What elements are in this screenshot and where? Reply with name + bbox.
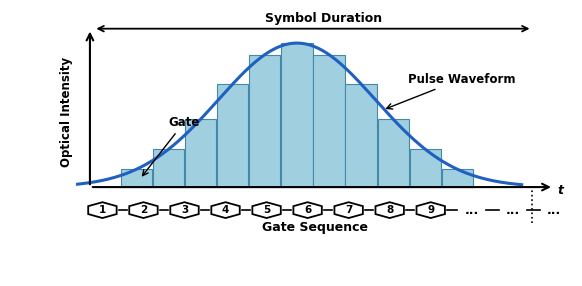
Text: ...: ... [546,204,561,217]
Text: 1: 1 [99,205,106,215]
Bar [442,169,473,187]
Bar [217,84,249,187]
Bar [313,55,345,187]
Polygon shape [253,202,281,218]
Polygon shape [335,202,363,218]
Bar [120,169,152,187]
Text: ...: ... [464,204,479,217]
Polygon shape [88,202,116,218]
Text: 4: 4 [222,205,229,215]
Text: Optical Intensity: Optical Intensity [61,57,73,167]
Polygon shape [211,202,240,218]
Text: Gate: Gate [143,116,200,176]
Text: 6: 6 [304,205,311,215]
Text: Symbol Duration: Symbol Duration [265,12,382,25]
Polygon shape [293,202,322,218]
Polygon shape [171,202,198,218]
Text: 2: 2 [140,205,147,215]
Bar [152,149,184,187]
Text: 7: 7 [345,205,352,215]
Bar [346,84,377,187]
Bar [378,119,409,187]
Polygon shape [417,202,445,218]
Text: 5: 5 [263,205,270,215]
Text: Pulse Waveform: Pulse Waveform [386,73,515,109]
Polygon shape [375,202,404,218]
Bar [410,149,441,187]
Text: 8: 8 [386,205,393,215]
Text: ...: ... [506,204,520,217]
Bar [281,43,313,187]
Text: 9: 9 [427,205,434,215]
Polygon shape [129,202,158,218]
Text: 3: 3 [181,205,188,215]
Text: Gate Sequence: Gate Sequence [262,221,368,234]
Bar [185,119,217,187]
Bar [249,55,281,187]
Text: t: t [558,184,563,197]
